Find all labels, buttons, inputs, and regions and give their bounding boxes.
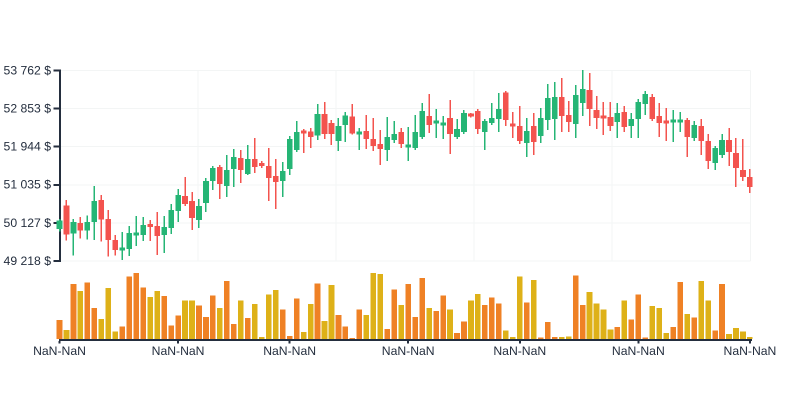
- svg-text:NaN-NaN: NaN-NaN: [612, 344, 665, 358]
- svg-text:NaN-NaN: NaN-NaN: [493, 344, 546, 358]
- svg-text:53 762 $: 53 762 $: [4, 63, 52, 77]
- svg-text:NaN-NaN: NaN-NaN: [382, 344, 435, 358]
- svg-text:50 127 $: 50 127 $: [4, 216, 52, 230]
- svg-text:52 853 $: 52 853 $: [4, 102, 52, 116]
- svg-text:NaN-NaN: NaN-NaN: [724, 344, 777, 358]
- svg-text:51 944 $: 51 944 $: [4, 140, 52, 154]
- svg-text:NaN-NaN: NaN-NaN: [33, 344, 86, 358]
- svg-text:51 035 $: 51 035 $: [4, 178, 52, 192]
- svg-text:NaN-NaN: NaN-NaN: [263, 344, 316, 358]
- svg-text:49 218 $: 49 218 $: [4, 254, 52, 268]
- svg-text:NaN-NaN: NaN-NaN: [152, 344, 205, 358]
